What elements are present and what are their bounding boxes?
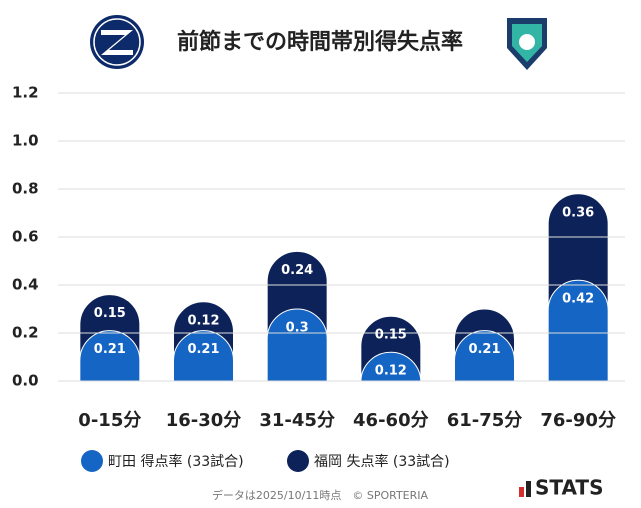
home-logo [90, 15, 144, 69]
y-tick-label: 1.2 [12, 84, 39, 102]
y-tick-label: 1.0 [12, 132, 39, 150]
legend-label: 町田 得点率 (33試合) [108, 453, 244, 470]
value-label: 0.21 [187, 342, 219, 357]
value-label: 0.36 [562, 205, 594, 220]
value-label: 0.42 [562, 292, 594, 307]
y-tick-label: 0.6 [12, 228, 39, 246]
brand: STATS [535, 476, 603, 500]
legend-label: 福岡 失点率 (33試合) [314, 453, 450, 470]
value-label: 0.3 [286, 321, 309, 336]
footnote: データは2025/10/11時点 © SPORTERIA [212, 488, 429, 502]
bar-segment [547, 279, 609, 381]
y-tick-label: 0.8 [12, 180, 39, 198]
away-logo [507, 18, 547, 70]
brand-logo [519, 481, 531, 497]
value-label: 0.21 [94, 342, 126, 357]
x-tick-label: 76-90分 [540, 410, 616, 431]
x-tick-label: 46-60分 [353, 410, 429, 431]
value-label: 0.24 [281, 263, 313, 278]
legend-marker [287, 450, 309, 472]
bar-segment [454, 330, 515, 381]
y-tick-label: 0.0 [12, 372, 39, 390]
chart-title: 前節までの時間帯別得失点率 [177, 29, 463, 55]
bar-segment [79, 330, 141, 381]
y-tick-label: 0.2 [12, 324, 39, 342]
bars [79, 193, 609, 381]
bar-segment [173, 330, 234, 381]
x-tick-label: 31-45分 [259, 410, 335, 431]
value-label: 0.12 [187, 313, 219, 328]
x-tick-label: 61-75分 [447, 410, 523, 431]
value-label: 0.15 [375, 328, 407, 343]
y-tick-label: 0.4 [12, 276, 39, 294]
value-label: 0.12 [375, 364, 407, 379]
legend-marker [81, 450, 103, 472]
value-label: 0.15 [94, 306, 126, 321]
bar-segment [360, 351, 422, 381]
value-label: 0.21 [468, 342, 500, 357]
x-tick-label: 0-15分 [78, 410, 141, 431]
x-tick-label: 16-30分 [166, 410, 242, 431]
